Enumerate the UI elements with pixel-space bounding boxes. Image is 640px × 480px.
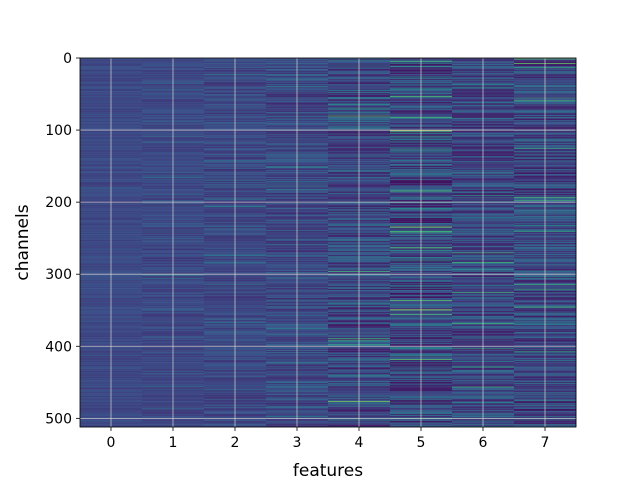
y-tick-label: 300 bbox=[45, 267, 72, 283]
y-tick-label: 0 bbox=[63, 51, 72, 67]
x-tick-label: 4 bbox=[355, 435, 364, 451]
y-tick-label: 100 bbox=[45, 123, 72, 139]
x-tick-label: 3 bbox=[293, 435, 302, 451]
x-tick-label: 6 bbox=[479, 435, 488, 451]
y-tick-label: 500 bbox=[45, 411, 72, 427]
plot-frame bbox=[79, 57, 577, 428]
heatmap-cells bbox=[80, 58, 577, 428]
x-tick-label: 0 bbox=[107, 435, 116, 451]
x-axis-ticks: 0 1 2 3 4 5 6 7 bbox=[107, 427, 550, 451]
x-tick-label: 7 bbox=[541, 435, 550, 451]
y-axis-ticks: 0 100 200 300 400 500 bbox=[45, 51, 80, 427]
x-tick-label: 5 bbox=[417, 435, 426, 451]
grid-lines bbox=[80, 57, 576, 427]
x-tick-label: 1 bbox=[169, 435, 178, 451]
x-axis-label: features bbox=[293, 461, 363, 480]
y-tick-label: 200 bbox=[45, 195, 72, 211]
y-tick-label: 400 bbox=[45, 339, 72, 355]
x-tick-label: 2 bbox=[231, 435, 240, 451]
y-axis-label: channels bbox=[13, 204, 33, 280]
